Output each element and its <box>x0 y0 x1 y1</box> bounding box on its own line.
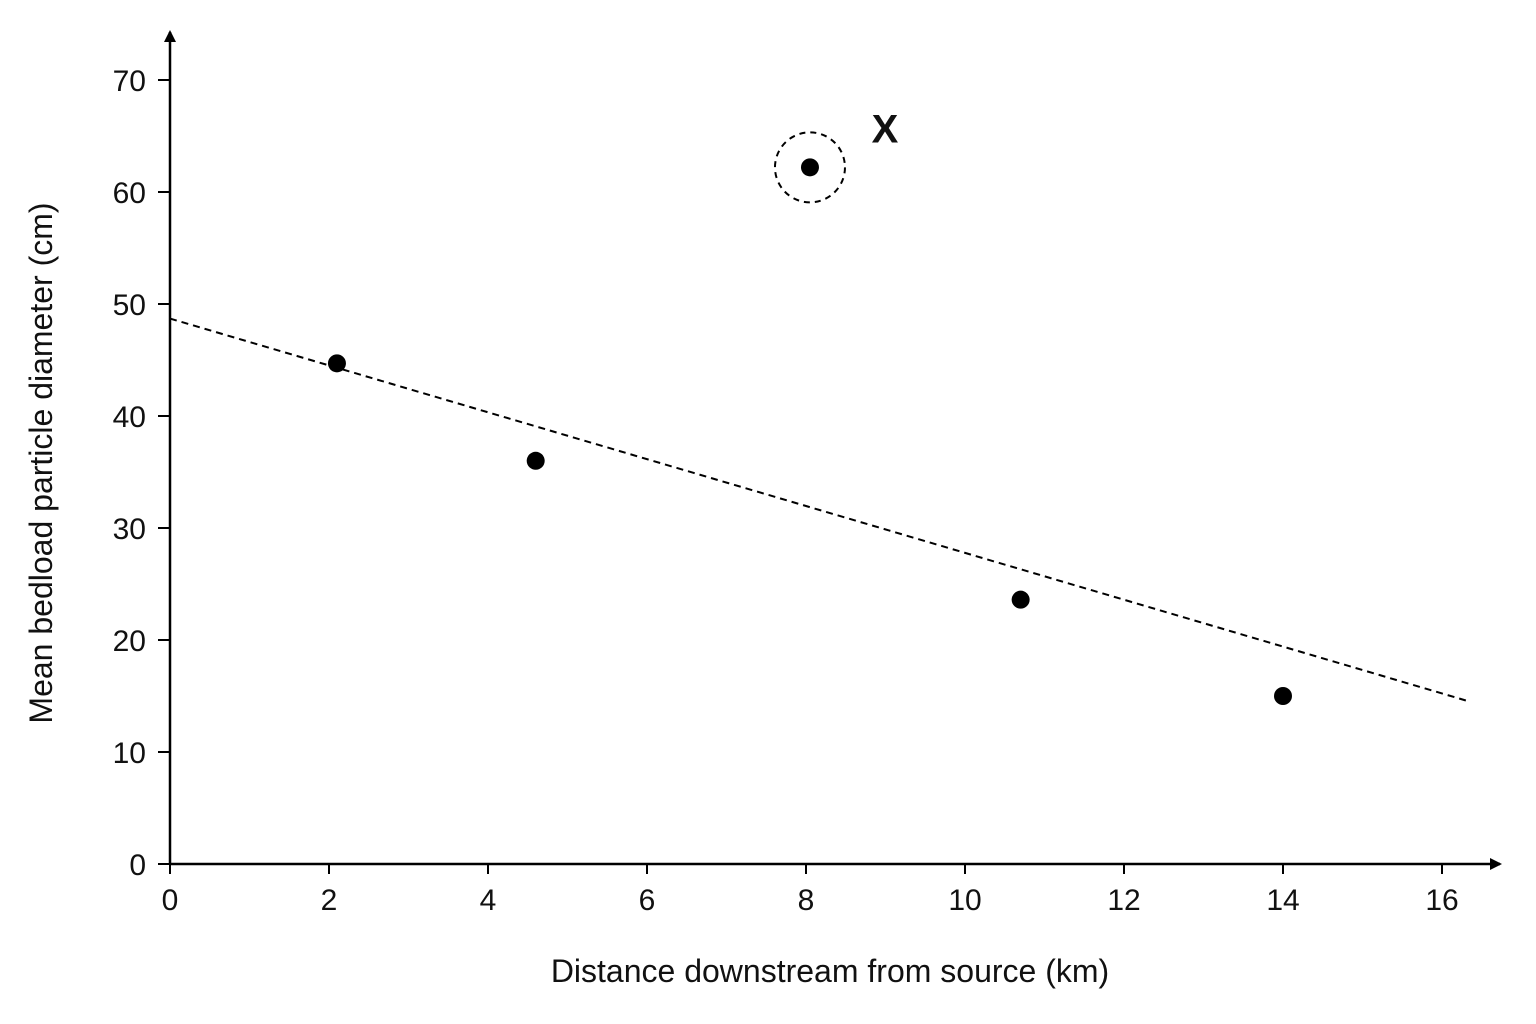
annotation-label: X <box>872 107 899 151</box>
y-tick-label: 70 <box>113 65 146 98</box>
y-tick-label: 20 <box>113 625 146 658</box>
y-tick-label: 50 <box>113 289 146 322</box>
x-tick-label: 2 <box>321 884 338 917</box>
axes <box>164 30 1502 870</box>
x-axis-title: Distance downstream from source (km) <box>551 953 1109 989</box>
data-points <box>327 158 1292 705</box>
x-tick-label: 6 <box>639 884 656 917</box>
data-point <box>526 451 545 470</box>
y-tick-label: 40 <box>113 401 146 434</box>
data-point <box>800 158 819 177</box>
y-tick-label: 0 <box>129 849 146 882</box>
y-axis-title: Mean bedload particle diameter (cm) <box>23 202 59 723</box>
data-point <box>327 354 346 373</box>
x-tick-label: 12 <box>1107 884 1140 917</box>
y-tick-label: 60 <box>113 177 146 210</box>
x-tick-label: 10 <box>948 884 981 917</box>
trendline <box>169 317 1467 702</box>
x-tick-label: 14 <box>1266 884 1299 917</box>
x-tick-label: 4 <box>480 884 497 917</box>
annotation-dashed-circle <box>773 131 846 204</box>
data-point <box>1011 590 1030 609</box>
annotation-group: X <box>773 107 899 204</box>
x-tick-label: 16 <box>1425 884 1458 917</box>
axis-ticks: 0 2 4 6 8 10 12 14 16 0 10 20 30 40 50 60 70 <box>113 65 1459 917</box>
y-tick-label: 10 <box>113 737 146 770</box>
y-tick-label: 30 <box>113 513 146 546</box>
data-point <box>1274 687 1292 705</box>
x-tick-label: 0 <box>162 884 179 917</box>
trendline-group <box>169 317 1467 702</box>
x-tick-label: 8 <box>798 884 815 917</box>
